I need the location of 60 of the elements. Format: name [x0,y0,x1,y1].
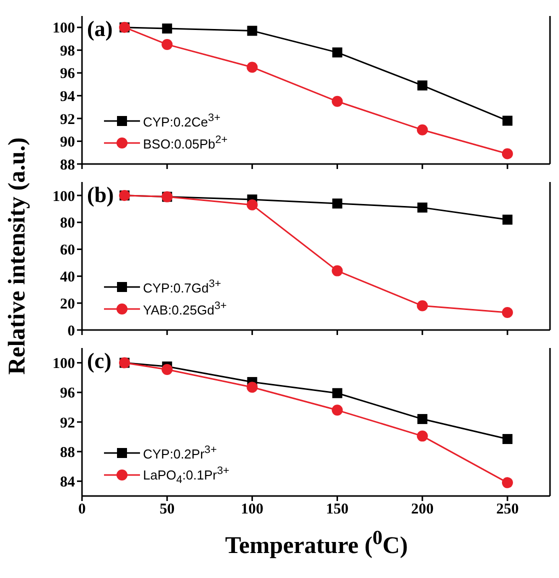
y-axis-title: Relative intensity (a.u.) [4,137,32,375]
legend-label: CYP:0.7Gd$^{3+}$ [143,278,222,296]
point [246,199,258,210]
point [332,96,343,107]
x-tick-label: 0 [78,502,86,518]
point [416,430,428,442]
y-tick-label: 100 [52,188,75,205]
point [417,414,428,424]
y-tick-label: 96 [60,386,76,402]
point [416,124,428,136]
y-tick-label: 96 [60,66,76,82]
y-tick-label: 100 [52,356,75,372]
legend-label: CYP:0.2Ce$^{3+}$ [143,112,220,130]
point [162,38,173,50]
legend-label: LaPO$_{4}$:0.1Pr$^{3+}$ [143,464,230,486]
x-axis-title: Temperature ($^{0}$C) [224,527,409,560]
point [417,202,428,213]
point [417,80,428,90]
point [502,307,513,318]
point [247,26,258,36]
y-tick-label: 84 [60,474,76,491]
point [332,198,342,209]
point [502,116,512,126]
point [502,214,512,225]
point [416,300,428,312]
point [162,364,173,375]
point [332,388,342,398]
legend-label: CYP:0.2Pr$^{3+}$ [143,444,217,462]
x-tick-label: 150 [326,502,349,518]
y-tick-label: 60 [60,242,75,259]
legend-label: BSO:0.05Pb$^{2+}$ [143,134,228,152]
annotation: (b) [87,182,114,208]
y-tick-label: 92 [60,415,75,432]
x-tick-label: 200 [411,502,434,518]
x-tick-label: 100 [240,502,264,518]
legend-label: YAB:0.25Gd$^{3+}$ [143,300,227,318]
point [332,265,343,276]
annotation: (a) [87,16,113,42]
y-tick-label: 98 [60,43,75,60]
y-tick-label: 88 [60,157,75,174]
y-tick-label: 100 [52,20,75,37]
point [246,382,258,393]
x-tick-label: 250 [496,502,519,518]
y-tick-label: 92 [60,112,75,128]
y-tick-label: 80 [60,216,75,232]
y-tick-label: 94 [60,89,76,106]
point [246,62,258,73]
y-tick-label: 88 [60,444,75,461]
point [332,47,342,58]
annotation: (c) [87,348,112,374]
y-tick-label: 90 [60,134,75,151]
point [332,404,343,416]
y-tick-label: 20 [60,296,75,312]
point [162,24,172,34]
x-tick-label: 50 [160,502,175,518]
point [502,434,512,444]
point [502,148,513,160]
point [502,477,513,488]
y-tick-label: 0 [68,323,75,340]
y-tick-label: 40 [60,270,75,286]
